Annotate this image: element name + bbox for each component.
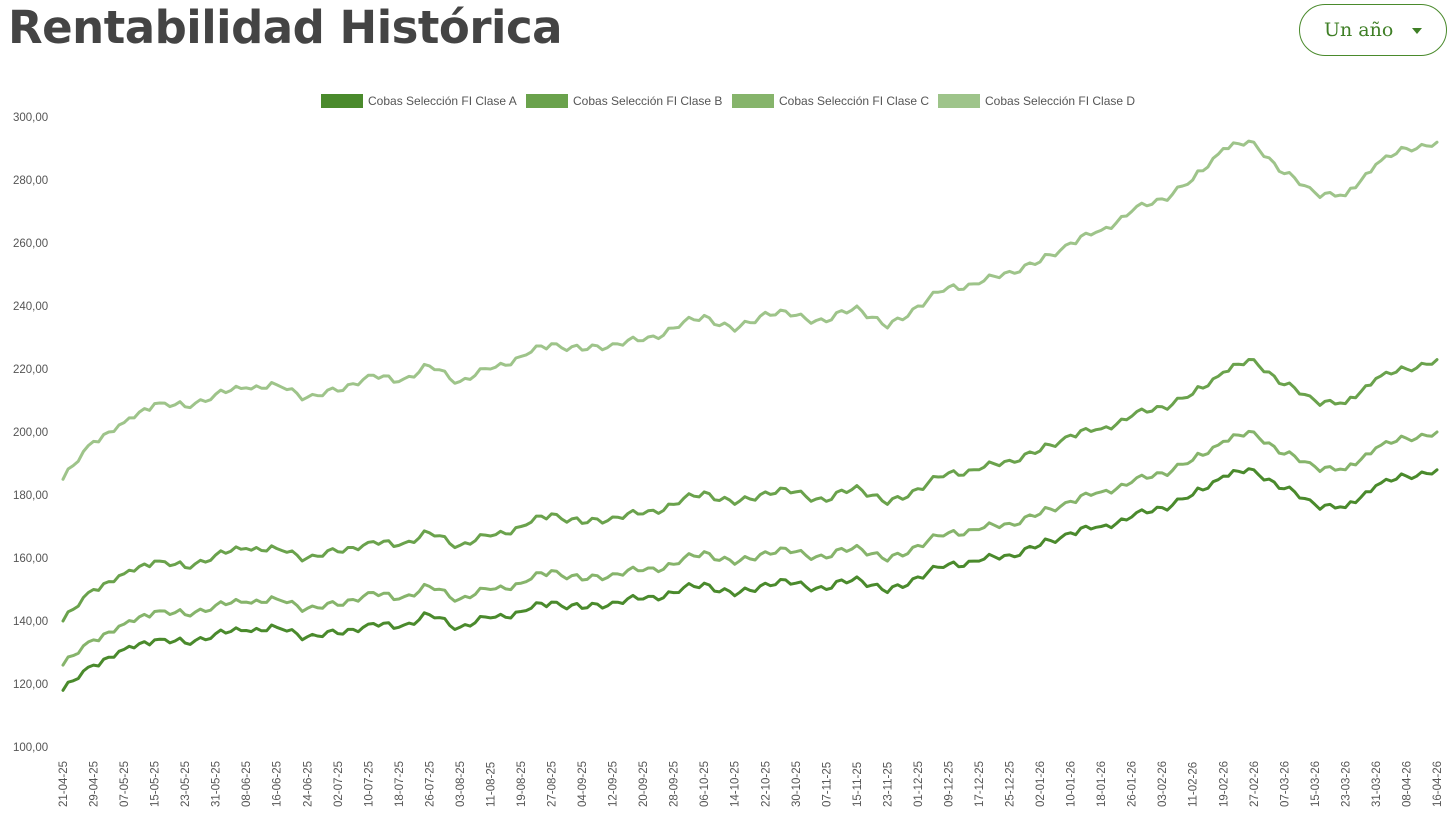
x-tick-label: 12-09-25 (608, 761, 620, 807)
chart-legend: Cobas Selección FI Clase A Cobas Selecció… (321, 94, 1135, 108)
x-axis: 21-04-25 29-04-25 07-05-25 15-05-25 23-05-25… (58, 761, 1444, 807)
series-line (61, 139, 1439, 481)
x-tick-label: 19-08-25 (516, 761, 528, 807)
x-tick-label: 15-11-25 (852, 762, 864, 807)
period-dropdown-value: Un año (1324, 19, 1394, 41)
series-line (61, 467, 1439, 692)
x-tick-label: 09-12-25 (943, 761, 955, 807)
x-tick-label: 06-10-25 (699, 761, 711, 807)
x-tick-label: 11-02-26 (1188, 762, 1200, 807)
x-tick-label: 08-06-25 (241, 761, 253, 807)
x-tick-label: 20-09-25 (638, 761, 650, 807)
x-tick-label: 03-08-25 (455, 761, 467, 807)
x-tick-label: 27-02-26 (1249, 761, 1261, 807)
x-tick-label: 07-03-26 (1279, 761, 1291, 807)
x-tick-label: 18-07-25 (394, 761, 406, 807)
x-tick-label: 02-01-26 (1035, 761, 1047, 807)
y-tick-label: 280,00 (13, 175, 48, 187)
chevron-down-icon (1412, 28, 1422, 34)
x-tick-label: 19-02-26 (1218, 761, 1230, 807)
y-tick-label: 140,00 (13, 616, 48, 628)
x-tick-label: 02-07-25 (333, 761, 345, 807)
y-tick-label: 300,00 (13, 112, 48, 124)
x-tick-label: 16-04-26 (1432, 761, 1444, 807)
y-tick-label: 200,00 (13, 427, 48, 439)
y-tick-label: 220,00 (13, 364, 48, 376)
x-tick-label: 23-05-25 (180, 761, 192, 807)
x-tick-label: 07-11-25 (821, 762, 833, 807)
x-tick-label: 10-01-26 (1066, 761, 1078, 807)
legend-label: Cobas Selección FI Clase A (368, 94, 517, 108)
x-tick-label: 18-01-26 (1096, 761, 1108, 807)
x-tick-label: 26-07-25 (424, 761, 436, 807)
x-tick-label: 21-04-25 (58, 761, 70, 807)
x-tick-label: 23-03-26 (1340, 761, 1352, 807)
legend-swatch (321, 94, 363, 108)
y-tick-label: 260,00 (13, 238, 48, 250)
x-tick-label: 22-10-25 (760, 761, 772, 807)
x-tick-label: 07-05-25 (119, 761, 131, 807)
y-tick-label: 240,00 (13, 301, 48, 313)
x-tick-label: 24-06-25 (302, 761, 314, 807)
x-tick-label: 27-08-25 (547, 761, 559, 807)
x-tick-label: 01-12-25 (913, 761, 925, 807)
x-tick-label: 16-06-25 (272, 761, 284, 807)
x-tick-label: 10-07-25 (363, 761, 375, 807)
page-title: Rentabilidad Histórica (8, 1, 562, 54)
x-tick-label: 31-03-26 (1371, 761, 1383, 807)
legend-swatch (938, 94, 980, 108)
x-tick-label: 26-01-26 (1127, 761, 1139, 807)
chart-series (61, 139, 1439, 692)
y-tick-label: 120,00 (13, 679, 48, 691)
legend-label: Cobas Selección FI Clase B (573, 94, 722, 108)
x-tick-label: 29-04-25 (89, 761, 101, 807)
x-tick-label: 30-10-25 (791, 761, 803, 807)
x-tick-label: 23-11-25 (882, 762, 894, 807)
x-tick-label: 25-12-25 (1005, 761, 1017, 807)
y-axis: 100,00 120,00 140,00 160,00 180,00 200,00 220,… (13, 112, 48, 754)
legend-label: Cobas Selección FI Clase C (779, 94, 929, 108)
x-tick-label: 08-04-26 (1401, 761, 1413, 807)
y-tick-label: 160,00 (13, 553, 48, 565)
x-tick-label: 31-05-25 (211, 761, 223, 807)
y-tick-label: 100,00 (13, 742, 48, 754)
x-tick-label: 14-10-25 (730, 761, 742, 807)
legend-swatch (526, 94, 568, 108)
x-tick-label: 03-02-26 (1157, 761, 1169, 807)
x-tick-label: 17-12-25 (974, 761, 986, 807)
legend-swatch (732, 94, 774, 108)
x-tick-label: 15-03-26 (1310, 761, 1322, 807)
series-line (61, 358, 1439, 623)
series-line (61, 429, 1439, 667)
y-tick-label: 180,00 (13, 490, 48, 502)
x-tick-label: 15-05-25 (150, 761, 162, 807)
x-tick-label: 28-09-25 (669, 761, 681, 807)
x-tick-label: 11-08-25 (485, 762, 497, 807)
period-dropdown[interactable]: Un año (1299, 4, 1447, 56)
legend-label: Cobas Selección FI Clase D (985, 94, 1135, 108)
x-tick-label: 04-09-25 (577, 761, 589, 807)
